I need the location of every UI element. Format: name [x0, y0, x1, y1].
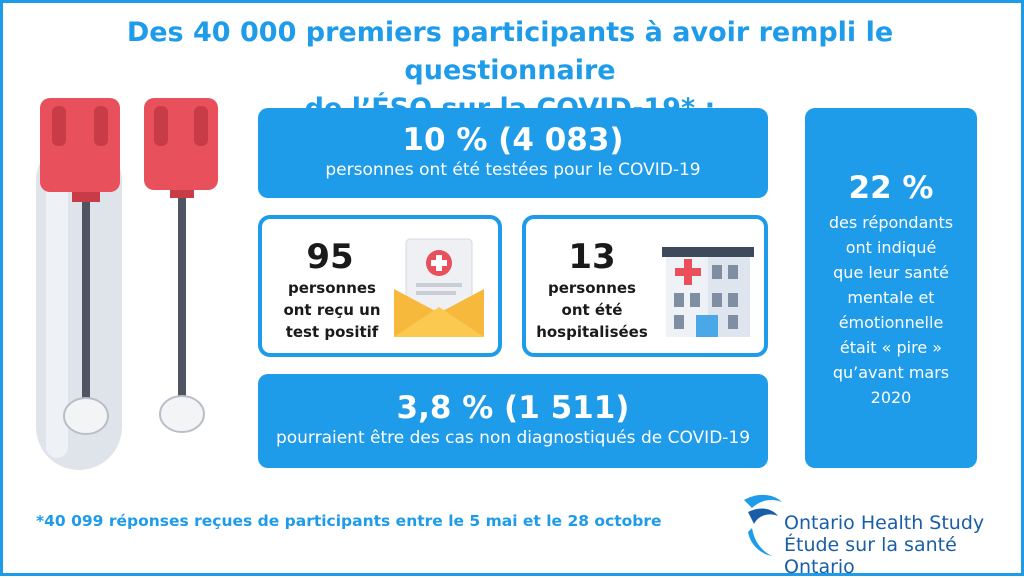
positive-text: personnes ont reçu un test positif: [270, 277, 394, 343]
medical-envelope-icon: [394, 238, 484, 337]
mental-health-percentage: 22 %: [848, 170, 934, 206]
mental-health-line: que leur santé: [833, 263, 949, 282]
positive-number: 95: [306, 237, 354, 277]
tested-text: personnes ont été testées pour le COVID-…: [325, 160, 701, 180]
mental-health-text: des répondants ont indiqué que leur sant…: [805, 210, 977, 410]
hospitalized-line-1: personnes: [547, 279, 636, 297]
undiagnosed-percentage: 3,8 % (1 511): [396, 390, 630, 426]
hospitalized-line-3: hospitalisées: [536, 323, 648, 341]
mental-health-line: 2020: [870, 388, 912, 407]
positive-card: 95 personnes ont reçu un test positif: [258, 215, 502, 357]
ohs-logo-icon: [744, 494, 782, 556]
ohs-logo-text: Ontario Health Study Étude sur la santé …: [784, 512, 1024, 578]
title-line-1: Des 40 000 premiers participants à avoir…: [126, 17, 894, 86]
hospitalized-text: personnes ont été hospitalisées: [530, 277, 654, 343]
test-tube-icon: [36, 98, 122, 470]
positive-line-3: test positif: [285, 323, 379, 341]
mental-health-line: qu’avant mars: [832, 363, 950, 382]
swab-icon: [144, 98, 218, 433]
logo-line-french: Étude sur la santé Ontario: [784, 534, 957, 578]
footnote: *40 099 réponses reçues de participants …: [36, 512, 662, 530]
positive-line-1: personnes: [287, 279, 376, 297]
mental-health-line: mentale et: [847, 288, 935, 307]
hospital-icon: [662, 247, 754, 337]
mental-health-box: 22 % des répondants ont indiqué que leur…: [805, 108, 977, 468]
mental-health-line: des répondants: [828, 213, 954, 232]
hospitalized-card: 13 personnes ont été hospitalisées: [522, 215, 768, 357]
mental-health-line: émotionnelle: [838, 313, 944, 332]
mental-health-line: ont indiqué: [845, 238, 937, 257]
tested-percentage: 10 % (4 083): [402, 122, 624, 158]
mental-health-line: était « pire »: [839, 338, 943, 357]
undiagnosed-box: 3,8 % (1 511) pourraient être des cas no…: [258, 374, 768, 468]
hospitalized-number: 13: [568, 237, 616, 277]
hospitalized-line-2: ont été: [561, 301, 623, 319]
tested-box: 10 % (4 083) personnes ont été testées p…: [258, 108, 768, 198]
positive-line-2: ont reçu un: [283, 301, 381, 319]
logo-line-english: Ontario Health Study: [784, 512, 985, 534]
undiagnosed-text: pourraient être des cas non diagnostiqué…: [275, 428, 751, 448]
